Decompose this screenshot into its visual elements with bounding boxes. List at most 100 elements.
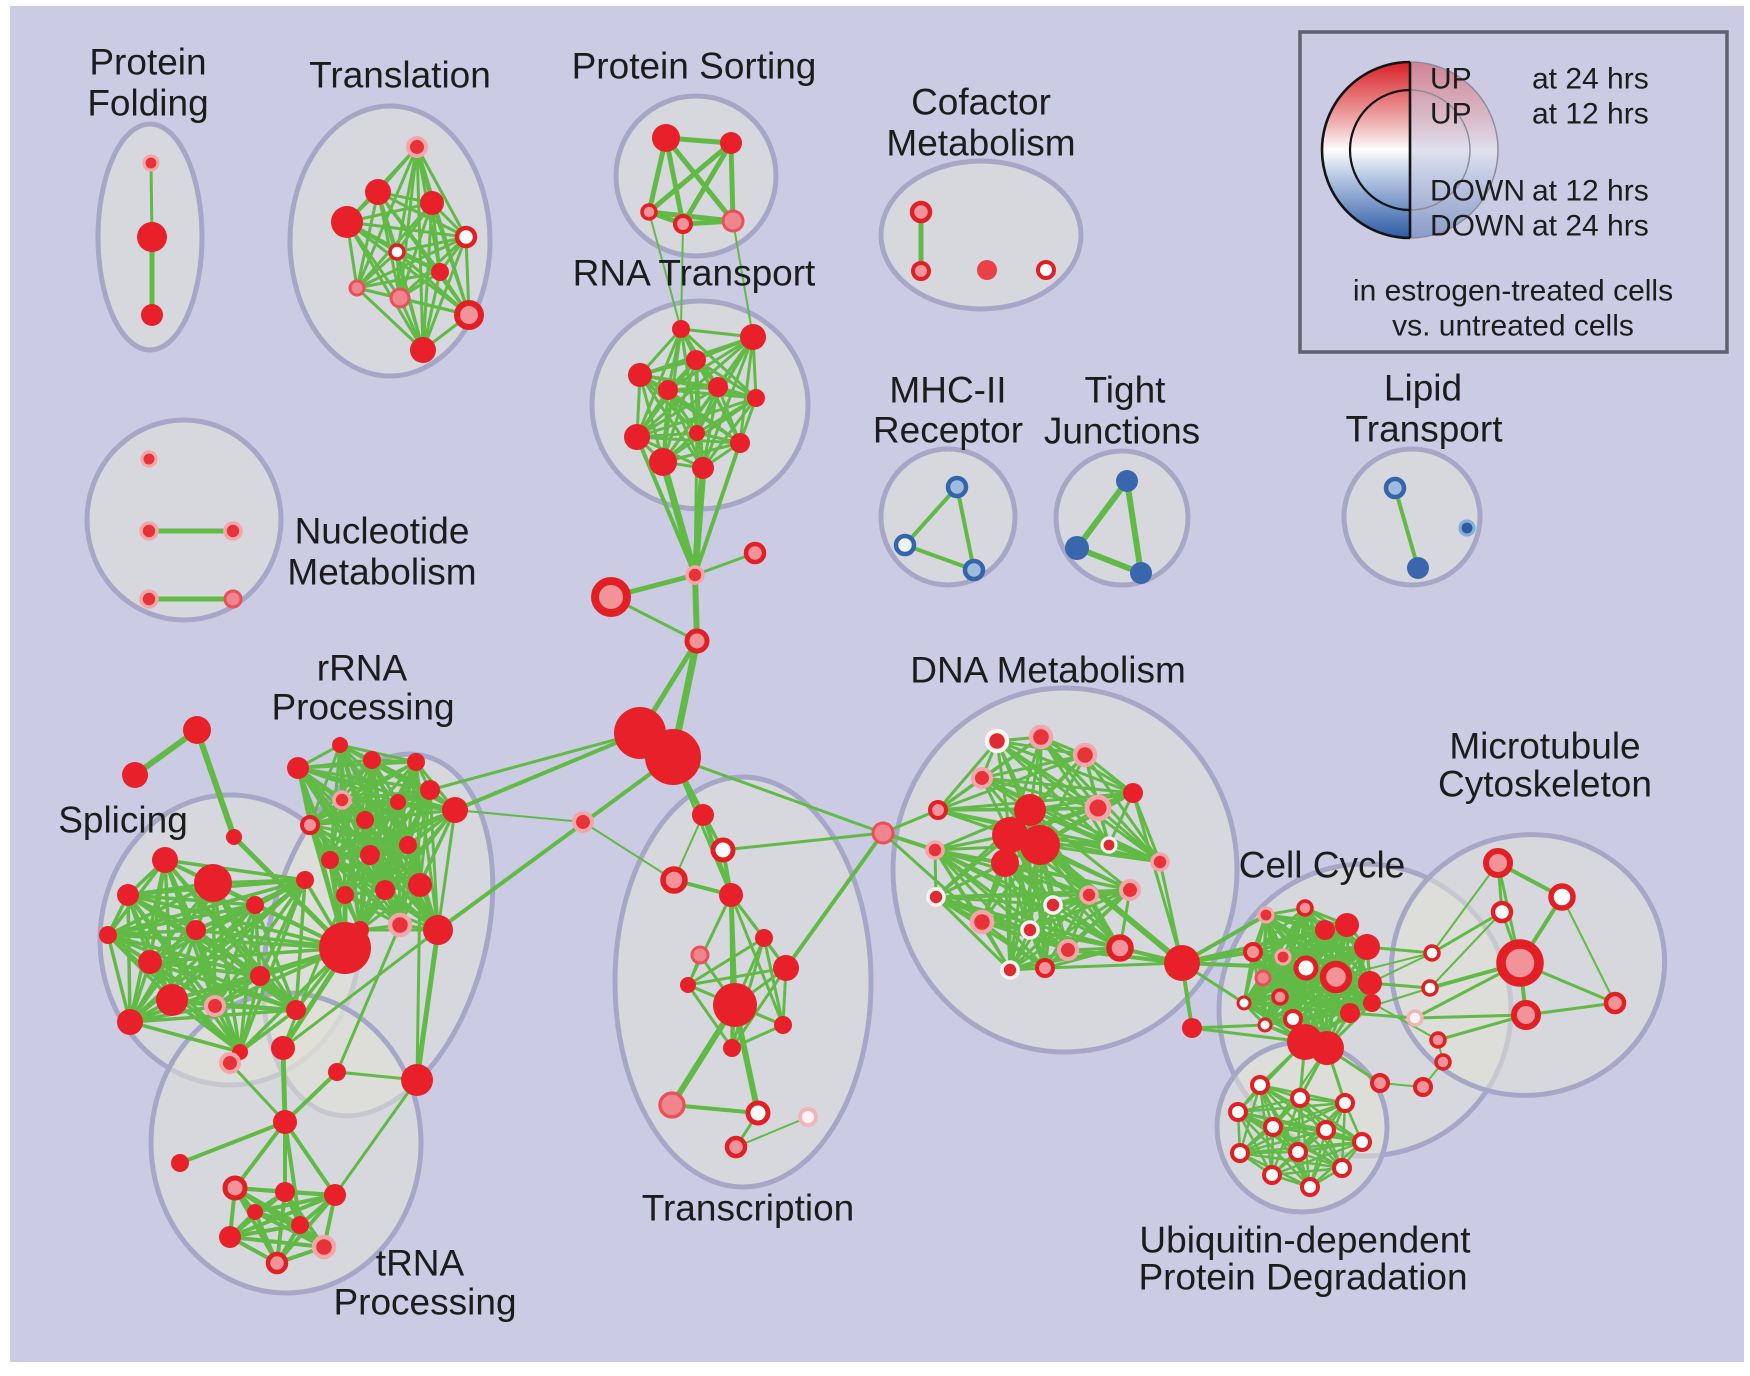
graph-edge: [638, 373, 705, 470]
graph-node-d14: [991, 849, 1019, 877]
graph-node-tj2: [1065, 536, 1089, 560]
graph-node-t11: [410, 337, 436, 363]
legend-box: [1298, 30, 1729, 354]
graph-edge: [661, 385, 720, 464]
graph-node-cc25: [1429, 1031, 1447, 1049]
graph-edge: [934, 895, 1070, 952]
graph-edge: [436, 755, 675, 932]
graph-edge: [955, 485, 976, 572]
legend-direction-label: UP: [1430, 98, 1472, 131]
cluster-label: Processing: [271, 687, 454, 728]
graph-node-s2: [720, 132, 742, 154]
graph-edge: [1043, 961, 1184, 970]
graph-edge: [428, 788, 440, 932]
legend-time-label: at 12 hrs: [1532, 98, 1649, 131]
graph-node-m3: [1490, 900, 1514, 924]
graph-edge: [428, 731, 642, 792]
graph-node-pf3: [141, 304, 163, 326]
cluster-label: Microtubule: [1449, 726, 1640, 767]
cluster-label: Protein Degradation: [1138, 1257, 1467, 1298]
graph-node-pk1: [871, 821, 895, 845]
graph-edge: [1431, 862, 1499, 954]
graph-node-t4: [331, 206, 363, 238]
graph-edge: [1236, 1096, 1302, 1114]
graph-edge: [701, 396, 758, 470]
graph-node-h1: [591, 577, 631, 617]
graph-node-tn7: [291, 1216, 309, 1234]
graph-edge: [355, 235, 468, 290]
graph-node-m4: [1496, 939, 1544, 987]
graph-node-tnh: [273, 1110, 297, 1134]
graph-node-nm3: [223, 521, 243, 541]
graph-node-h6: [645, 729, 701, 785]
graph-edge: [1180, 961, 1308, 970]
graph-edge: [1037, 842, 1185, 966]
graph-edge: [421, 201, 434, 352]
graph-edge: [936, 753, 1087, 812]
cluster-label: Folding: [87, 83, 208, 124]
graph-edge: [738, 335, 755, 445]
node-layer: [99, 124, 1627, 1275]
graph-node-t5: [454, 225, 478, 249]
graph-edge: [128, 974, 262, 1024]
graph-node-r3: [363, 751, 381, 769]
graph-node-cc7: [1274, 948, 1292, 966]
graph-edge: [934, 895, 1012, 972]
graph-node-cc2: [1296, 899, 1314, 917]
graph-node-cc17: [1363, 994, 1381, 1012]
graph-edge: [721, 831, 885, 852]
graph-node-tn8: [247, 1204, 263, 1220]
graph-node-u9: [1288, 1142, 1308, 1162]
graph-node-c3: [977, 260, 997, 280]
graph-edge: [395, 250, 471, 317]
graph-edge: [663, 135, 736, 224]
graph-node-t6: [388, 243, 406, 261]
graph-node-tn4: [219, 1226, 241, 1248]
graph-edge: [106, 933, 262, 978]
graph-edge: [732, 220, 754, 338]
graph-node-r16: [408, 873, 432, 897]
legend-time-label: at 12 hrs: [1532, 175, 1649, 208]
graph-node-tn6: [265, 1251, 289, 1275]
cluster-ellipse-cofactor-metabolism: [878, 158, 1084, 312]
graph-edge: [231, 834, 348, 951]
cluster-label: Translation: [309, 55, 491, 96]
graph-edge: [178, 1120, 287, 1165]
graph-node-r8: [390, 794, 406, 810]
graph-edge: [395, 235, 468, 254]
graph-node-cc8: [1293, 955, 1319, 981]
graph-edge: [355, 270, 442, 290]
graph-edge: [686, 936, 766, 987]
graph-node-d8: [1020, 825, 1060, 865]
graph-node-r11: [321, 851, 339, 869]
graph-edge: [194, 727, 237, 840]
graph-edge: [328, 808, 457, 862]
graph-edge: [1236, 1101, 1347, 1114]
graph-node-n5: [658, 380, 678, 400]
cluster-label: MHC-II: [889, 370, 1006, 411]
graph-edge: [106, 903, 257, 937]
graph-node-m2: [1548, 883, 1576, 911]
graph-edge: [398, 843, 410, 927]
cluster-label: Nucleotide: [295, 511, 470, 552]
graph-node-nm5: [223, 589, 243, 609]
graph-node-u6: [1316, 1120, 1336, 1140]
graph-edge: [126, 893, 257, 907]
graph-node-cc23: [1421, 979, 1439, 997]
graph-node-sp8: [246, 896, 264, 914]
graph-node-r1: [287, 757, 309, 779]
graph-edge: [343, 893, 440, 932]
graph-edge: [228, 1193, 337, 1239]
graph-node-sp9: [156, 984, 188, 1016]
graph-edge: [694, 358, 758, 400]
graph-node-s1: [652, 124, 680, 152]
graph-edge: [253, 903, 262, 978]
graph-node-x11: [723, 1039, 741, 1057]
graph-node-bg1: [218, 1051, 242, 1075]
cluster-label: RNA Transport: [573, 253, 816, 294]
graph-edge: [213, 878, 307, 1008]
graph-node-sp15: [296, 871, 314, 889]
graph-edge: [308, 743, 342, 827]
